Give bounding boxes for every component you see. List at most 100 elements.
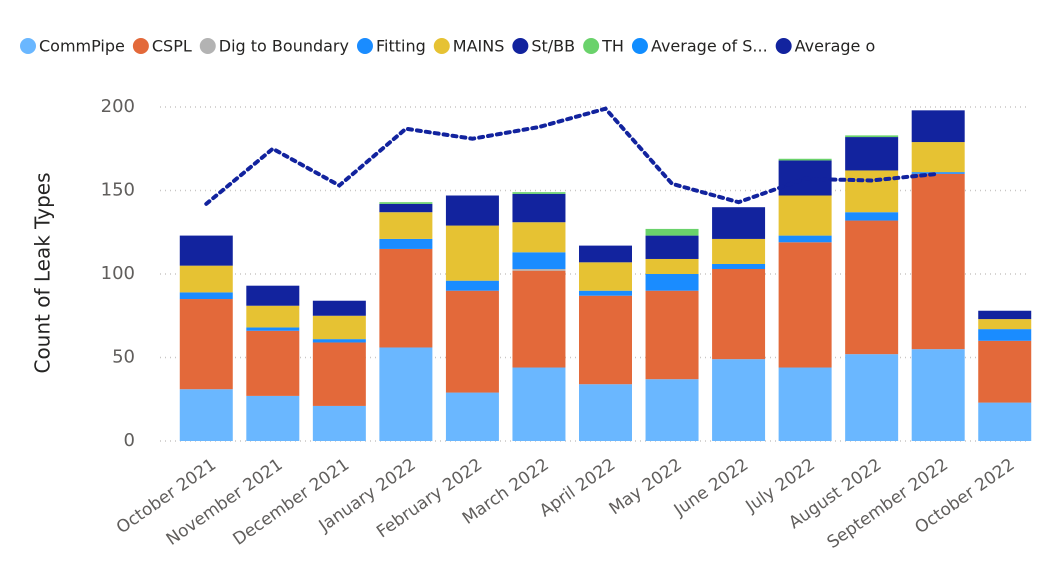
y-tick-label: 0 — [124, 430, 135, 451]
legend-label: MAINS — [453, 37, 505, 56]
bar-segment — [445, 195, 499, 226]
bar-segment — [512, 268, 566, 271]
bar-segment — [512, 270, 566, 368]
bar-segment — [379, 202, 433, 204]
bar-segment — [179, 299, 233, 390]
bar-segment — [312, 300, 366, 316]
bar-segment — [712, 359, 766, 441]
legend-label: TH — [601, 37, 624, 56]
bar-segment — [379, 248, 433, 348]
legend-marker — [433, 38, 450, 54]
bar-segment — [845, 137, 899, 171]
legend-label: Average of S... — [651, 37, 768, 56]
bar-segment — [845, 135, 899, 138]
bar-segment — [778, 367, 832, 441]
bar-segment — [778, 195, 832, 236]
bar-segment — [645, 379, 699, 441]
bar-segment — [512, 192, 566, 194]
bar-segment — [246, 305, 300, 328]
y-tick-label: 200 — [101, 96, 135, 117]
bar-segment — [911, 173, 965, 350]
legend-label: Fitting — [376, 37, 426, 56]
bar-segment — [712, 263, 766, 269]
bar-segment — [179, 389, 233, 441]
bar-segment — [445, 225, 499, 281]
bar-segment — [445, 280, 499, 291]
line — [204, 106, 941, 206]
legend-label: Dig to Boundary — [219, 37, 349, 56]
legend-marker — [512, 38, 529, 54]
x-tick-label: June 2022 — [670, 455, 752, 521]
y-tick-label: 150 — [101, 180, 135, 201]
bar-segment — [379, 347, 433, 441]
bar-segment — [778, 235, 832, 243]
bar-segment — [579, 295, 632, 385]
legend-label: Average o — [795, 37, 876, 56]
legend-label: CSPL — [152, 37, 192, 56]
bar-segment — [911, 110, 965, 143]
bar-segment — [978, 310, 1032, 320]
bar-segment — [379, 212, 433, 239]
bar-segment — [778, 242, 832, 368]
bar-segment — [512, 367, 566, 441]
bar-segment — [312, 315, 366, 340]
bar-segment — [179, 265, 233, 293]
bar-segment — [712, 207, 766, 239]
bar-segment — [246, 285, 300, 306]
x-tick-label: September 2022 — [824, 455, 952, 553]
bar-segment — [978, 402, 1032, 441]
bar-segment — [512, 193, 566, 223]
y-axis-label: Count of Leak Types — [31, 172, 55, 373]
bar-segment — [911, 142, 965, 173]
legend-marker — [583, 38, 600, 54]
legend-label: CommPipe — [39, 37, 125, 56]
legend-marker — [199, 38, 216, 54]
bar-segment — [579, 245, 632, 263]
bar-segment — [645, 235, 699, 259]
bar-segment — [512, 252, 566, 269]
bar-segment — [845, 354, 899, 441]
bar-segment — [978, 319, 1032, 330]
bar-segment — [312, 342, 366, 406]
y-tick-label: 100 — [101, 263, 135, 284]
bar-segment — [911, 172, 965, 174]
bar-segment — [379, 203, 433, 213]
legend-marker — [356, 38, 373, 54]
bar-segment — [712, 268, 766, 360]
bar-segment — [911, 349, 965, 441]
bar-segment — [579, 262, 632, 291]
bar-segment — [312, 339, 366, 343]
bar-segment — [512, 222, 566, 253]
legend-label: St/BB — [531, 37, 575, 56]
legend-marker — [132, 38, 149, 54]
bar-segment — [246, 327, 300, 331]
bar-segment — [845, 220, 899, 355]
bar-segment — [978, 340, 1032, 403]
bar-segment — [246, 395, 300, 441]
bar-segment — [978, 329, 1032, 341]
bar-segment — [445, 290, 499, 393]
bar-segment — [579, 384, 632, 441]
legend-marker — [631, 38, 648, 54]
x-tick-label: November 2021 — [163, 455, 287, 550]
bar-segment — [778, 158, 832, 161]
bar-segment — [579, 290, 632, 296]
bar-segment — [845, 170, 899, 213]
legend-marker — [775, 38, 792, 54]
bar-segment — [645, 290, 699, 380]
bar-segment — [712, 238, 766, 264]
bar-segment — [246, 330, 300, 396]
bar-segment — [445, 392, 499, 441]
legend-marker — [20, 38, 36, 54]
y-tick-label: 50 — [112, 347, 135, 368]
bar-segment — [179, 292, 233, 300]
bar-segment — [645, 228, 699, 236]
x-tick-label: April 2022 — [536, 455, 619, 522]
bar-segment — [179, 235, 233, 266]
bar-segment — [645, 258, 699, 274]
bar-segment — [379, 238, 433, 249]
x-tick-label: December 2021 — [230, 455, 354, 550]
bar-segment — [845, 212, 899, 221]
bar-segment — [312, 405, 366, 441]
